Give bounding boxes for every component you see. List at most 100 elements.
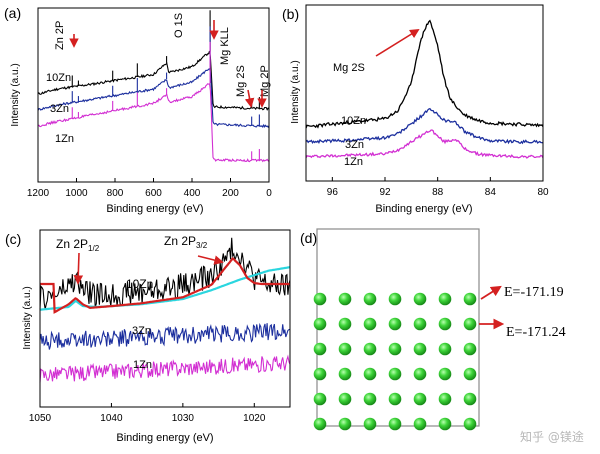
series-line-10Zn bbox=[37, 50, 270, 111]
atom bbox=[363, 317, 377, 331]
peak-zn2p32-label: Zn 2P3/2 bbox=[164, 234, 208, 250]
panel-c-label-3zn: 3Zn bbox=[132, 325, 151, 337]
atom bbox=[338, 417, 352, 431]
series-line-3Zn bbox=[39, 322, 291, 350]
peak-mgkll-label: Mg KLL bbox=[219, 27, 231, 65]
atom bbox=[463, 417, 477, 431]
atom bbox=[438, 342, 452, 356]
atom bbox=[463, 317, 477, 331]
peak-mg2s-b-label: Mg 2S bbox=[333, 62, 365, 74]
atom bbox=[338, 342, 352, 356]
panel-b-xlabel: Binding energy (eV) bbox=[375, 203, 472, 215]
x-tick-label: 1040 bbox=[100, 413, 123, 424]
panel-c-xlabel: Binding energy (eV) bbox=[116, 432, 213, 444]
panel-a-xlabel: Binding energy (eV) bbox=[106, 203, 203, 215]
panel-b-label-3zn: 3Zn bbox=[345, 139, 364, 151]
atom bbox=[388, 292, 402, 306]
panel-c-ticks: 1050 1040 1030 1020 bbox=[29, 403, 266, 424]
peak-mg2s-b-arrow bbox=[375, 28, 420, 57]
atom bbox=[463, 367, 477, 381]
x-tick-label: 200 bbox=[222, 188, 239, 199]
panel-a-ylabel: Intensity (a.u.) bbox=[10, 63, 21, 126]
atom bbox=[438, 367, 452, 381]
atom bbox=[388, 317, 402, 331]
panel-c-label-1zn: 1Zn bbox=[133, 359, 152, 371]
panel-b-frame bbox=[305, 4, 544, 182]
panel-a-label-1zn: 1Zn bbox=[55, 133, 74, 145]
peak-mg2s-arrow bbox=[244, 89, 255, 108]
series-line-1Zn bbox=[37, 82, 270, 163]
series-line-1Zn bbox=[39, 354, 291, 383]
x-tick-label: 84 bbox=[485, 187, 497, 198]
series-line-1Zn bbox=[305, 129, 544, 159]
atom bbox=[413, 317, 427, 331]
panel-c-label: (c) bbox=[5, 231, 21, 247]
atom bbox=[313, 342, 327, 356]
series-line-fit-3 bbox=[40, 266, 291, 311]
panel-a-label-3zn: 3Zn bbox=[50, 103, 69, 115]
atom bbox=[313, 292, 327, 306]
series-line-fit-4 bbox=[40, 257, 290, 314]
peak-zn2p12-label: Zn 2P1/2 bbox=[56, 237, 100, 253]
panel-c-ylabel: Intensity (a.u.) bbox=[22, 286, 33, 349]
atom-grid bbox=[313, 292, 477, 431]
atom bbox=[413, 292, 427, 306]
atom bbox=[438, 392, 452, 406]
watermark: 知乎 @镁途 bbox=[520, 429, 584, 444]
energy1-arrow bbox=[480, 285, 502, 300]
atom bbox=[363, 342, 377, 356]
atom bbox=[438, 317, 452, 331]
panel-d-label: (d) bbox=[300, 230, 317, 246]
atom bbox=[363, 392, 377, 406]
panel-a-series bbox=[37, 10, 270, 163]
panel-b-label-1zn: 1Zn bbox=[344, 156, 363, 168]
panel-b-label-10zn: 10Zn bbox=[341, 115, 366, 127]
panel-b-ticks: 96 92 88 84 80 bbox=[327, 177, 549, 198]
energy1-label: E=-171.19 bbox=[504, 285, 564, 300]
panel-c-frame bbox=[39, 229, 291, 408]
atom bbox=[438, 292, 452, 306]
series-line-3Zn bbox=[37, 68, 270, 129]
atom bbox=[463, 292, 477, 306]
atom bbox=[463, 342, 477, 356]
atom bbox=[338, 367, 352, 381]
x-tick-label: 1000 bbox=[65, 188, 88, 199]
panel-b: (b) 96 92 88 84 80 Intensity (a.u.) Binding … bbox=[282, 4, 549, 215]
x-tick-label: 800 bbox=[107, 188, 124, 199]
atom bbox=[313, 317, 327, 331]
x-tick-label: 1050 bbox=[29, 413, 52, 424]
peak-o1s-label: O 1S bbox=[173, 13, 185, 38]
atom bbox=[463, 392, 477, 406]
panel-a-ticks: 1200 1000 800 600 400 200 0 bbox=[27, 178, 272, 199]
panel-a-label: (a) bbox=[4, 5, 21, 21]
panel-d: (d) E=-171.19 E=-171.24 bbox=[300, 228, 566, 431]
x-tick-label: 1200 bbox=[27, 188, 50, 199]
atom bbox=[413, 342, 427, 356]
panel-b-label: (b) bbox=[282, 6, 299, 22]
atom bbox=[413, 417, 427, 431]
x-tick-label: 0 bbox=[266, 188, 272, 199]
x-tick-label: 600 bbox=[145, 188, 162, 199]
x-tick-label: 92 bbox=[379, 187, 391, 198]
series-line-10Zn bbox=[39, 237, 291, 310]
peak-zn2p12-arrow bbox=[73, 252, 84, 285]
atom bbox=[363, 367, 377, 381]
x-tick-label: 1030 bbox=[172, 413, 195, 424]
atom bbox=[338, 392, 352, 406]
panel-b-series bbox=[305, 19, 544, 159]
atom bbox=[413, 392, 427, 406]
atom bbox=[413, 367, 427, 381]
series-line-3Zn bbox=[305, 107, 544, 145]
atom bbox=[313, 392, 327, 406]
x-tick-label: 1020 bbox=[243, 413, 266, 424]
atom bbox=[313, 367, 327, 381]
atom bbox=[388, 417, 402, 431]
panel-b-ylabel: Intensity (a.u.) bbox=[290, 60, 301, 123]
atom bbox=[438, 417, 452, 431]
atom bbox=[338, 317, 352, 331]
atom bbox=[388, 342, 402, 356]
peak-mg2p-label: Mg 2P bbox=[259, 65, 271, 97]
peak-zn2p-label: Zn 2P bbox=[54, 21, 66, 50]
atom bbox=[388, 367, 402, 381]
